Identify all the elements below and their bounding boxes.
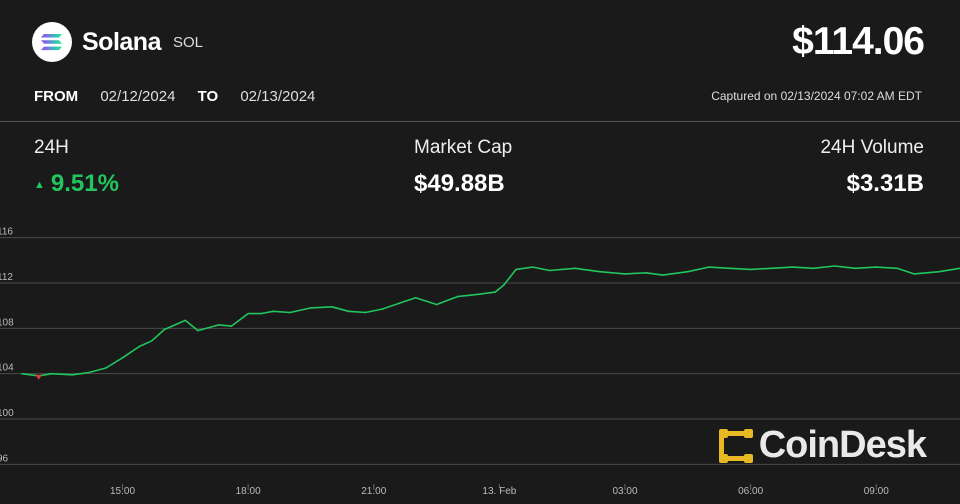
price-point [218, 324, 220, 326]
price-point [331, 306, 333, 308]
from-date: 02/12/2024 [100, 88, 176, 105]
price-point [770, 267, 773, 270]
price-point [728, 267, 731, 270]
price-point [21, 372, 23, 375]
x-tick-label: 09:00 [864, 486, 889, 497]
price-point [289, 311, 291, 314]
y-tick-label: 112 [0, 272, 13, 283]
current-price: $114.06 [792, 20, 925, 63]
change-value: 9.51% [50, 170, 119, 197]
price-point [88, 371, 90, 374]
price-point [833, 265, 836, 267]
asset-ticker: SOL [173, 34, 204, 51]
price-point [197, 329, 199, 332]
price-point [247, 312, 249, 315]
price-point [875, 266, 878, 268]
price-point [515, 268, 517, 271]
to-date: 02/13/2024 [240, 88, 316, 105]
price-point [645, 272, 647, 274]
volume-label: 24H Volume [820, 137, 924, 158]
y-tick-label: 116 [0, 227, 13, 238]
price-point [398, 302, 400, 305]
chart-grid [0, 237, 960, 465]
coindesk-wordmark: CoinDesk [758, 424, 927, 466]
y-axis-ticks: 116 112 108 104 100 96 [0, 227, 14, 465]
x-tick-label: 13. Feb [482, 486, 516, 497]
price-point [913, 273, 915, 275]
price-point [624, 273, 626, 275]
price-point [791, 266, 794, 268]
header-divider [0, 121, 960, 122]
price-point [854, 267, 857, 270]
y-tick-label: 104 [0, 363, 14, 374]
to-label: TO [197, 88, 219, 105]
captured-timestamp: Captured on 02/13/2024 07:02 AM EDT [711, 89, 922, 103]
price-point [230, 325, 233, 327]
price-point [104, 367, 107, 369]
x-tick-label: 15:00 [110, 486, 135, 497]
price-point [812, 267, 815, 270]
price-point [71, 374, 74, 376]
volume-value: $3.31B [846, 170, 924, 197]
price-point [456, 295, 459, 298]
price-point [494, 291, 496, 293]
price-point [259, 312, 262, 315]
coindesk-logo-icon [718, 428, 753, 463]
price-point [502, 284, 505, 287]
market-cap-value: $49.88B [414, 170, 505, 197]
coindesk-watermark: CoinDesk [717, 424, 927, 467]
price-point [272, 310, 275, 313]
price-point [414, 296, 417, 299]
y-tick-label: 108 [0, 317, 14, 328]
price-point [381, 308, 383, 310]
price-point [532, 266, 534, 268]
up-triangle-icon: ▲ [34, 179, 45, 191]
from-label: FROM [34, 88, 79, 105]
price-line [21, 265, 960, 377]
asset-name: Solana [82, 28, 161, 56]
market-cap-label: Market Cap [414, 137, 513, 158]
price-point [707, 266, 710, 268]
price-point [896, 267, 898, 270]
price-point [749, 268, 752, 271]
price-point [151, 340, 153, 342]
price-point [50, 372, 53, 375]
price-point [364, 311, 367, 314]
price-point [599, 270, 601, 273]
price-series [21, 265, 960, 380]
price-point [163, 328, 166, 331]
x-tick-label: 18:00 [236, 486, 261, 497]
price-point [687, 270, 689, 273]
price-point [347, 310, 350, 313]
price-point [661, 274, 664, 276]
y-tick-label: 100 [0, 408, 14, 419]
price-point [138, 345, 141, 348]
x-tick-label: 21:00 [361, 486, 386, 497]
price-point [121, 357, 124, 359]
x-tick-label: 06:00 [738, 486, 763, 497]
price-point [938, 270, 940, 273]
y-tick-label: 96 [0, 453, 9, 464]
price-point [310, 307, 312, 309]
x-tick-label: 03:00 [612, 486, 637, 497]
date-range: FROM 02/12/2024 TO 02/13/2024 [34, 88, 315, 105]
price-chart: 116 112 108 104 100 96 15:00 18:00 21:00 13. Feb… [0, 227, 960, 497]
price-point [477, 293, 480, 296]
start-marker-icon [35, 374, 42, 380]
change-value-group: ▲ 9.51% [34, 170, 119, 198]
price-point [435, 303, 438, 306]
price-point [573, 267, 576, 270]
price-point [184, 319, 187, 322]
price-point [548, 269, 551, 272]
change-label: 24H [34, 137, 69, 158]
solana-logo-icon [32, 22, 72, 62]
